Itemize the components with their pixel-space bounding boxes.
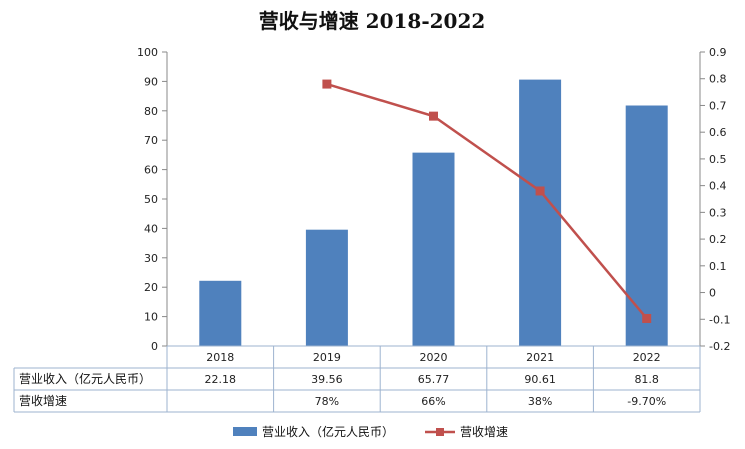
line-series (322, 79, 652, 323)
left-axis: 0 10 20 30 40 50 60 70 80 90 100 (137, 46, 168, 353)
bar (519, 79, 562, 346)
growth-data-label: 66% (421, 395, 445, 408)
bar-data-label: 22.18 (205, 373, 237, 386)
right-tick-label: -0.2 (709, 340, 730, 353)
right-tick-label: 0.8 (709, 73, 727, 86)
growth-data-label: 78% (315, 395, 339, 408)
growth-data-label: -9.70% (627, 395, 666, 408)
legend-bar-swatch (233, 427, 257, 436)
category-label: 2020 (420, 351, 448, 364)
right-tick-label: -0.1 (709, 313, 730, 326)
right-tick-label: 0.3 (709, 206, 727, 219)
left-tick-label: 80 (144, 105, 158, 118)
bar (305, 229, 348, 346)
right-tick-label: 0.4 (709, 180, 727, 193)
left-tick-label: 20 (144, 281, 158, 294)
left-tick-label: 100 (137, 46, 158, 59)
category-label: 2018 (206, 351, 234, 364)
growth-marker (429, 111, 438, 121)
bar (412, 152, 455, 346)
right-tick-label: 0.9 (709, 46, 727, 59)
bar-data-label: 65.77 (418, 373, 450, 386)
category-label: 2021 (526, 351, 554, 364)
table-row-label: 营业收入（亿元人民币） (19, 371, 151, 386)
bar (625, 105, 668, 347)
right-tick-label: 0.5 (709, 153, 727, 166)
chart-title: 营收与增速 2018-2022 (259, 9, 486, 33)
legend-line-marker (436, 428, 444, 436)
right-tick-label: 0.2 (709, 233, 727, 246)
right-tick-label: 0.1 (709, 260, 727, 273)
right-tick-label: 0.6 (709, 126, 727, 139)
left-tick-label: 60 (144, 164, 158, 177)
table-row-label: 营收增速 (19, 394, 67, 408)
data-table: 2018 2019 2020 2021 2022 营业收入（亿元人民币） 营收增速 22.18… (13, 345, 701, 413)
left-tick-label: 70 (144, 134, 158, 147)
growth-marker (535, 186, 545, 196)
bar (199, 280, 242, 346)
growth-data-label: 38% (528, 395, 552, 408)
left-tick-label: 90 (144, 75, 158, 88)
growth-marker (322, 79, 332, 89)
growth-line (326, 82, 648, 320)
right-tick-label: 0 (709, 287, 716, 300)
category-label: 2022 (633, 351, 661, 364)
left-tick-label: 30 (144, 252, 158, 265)
right-tick-label: 0.7 (709, 99, 727, 112)
right-axis: -0.2 -0.1 0 0.1 0.2 0.3 0.4 0.5 0.6 0.7 0.8 0.9 (699, 46, 730, 353)
left-tick-label: 40 (144, 222, 158, 235)
legend-label: 营业收入（亿元人民币） (262, 424, 394, 439)
left-tick-label: 50 (144, 193, 158, 206)
legend: 营业收入（亿元人民币） 营收增速 (233, 424, 508, 439)
left-tick-label: 10 (144, 311, 158, 324)
category-label: 2019 (313, 351, 341, 364)
legend-label: 营收增速 (460, 425, 508, 439)
growth-marker (642, 313, 652, 323)
bar-data-label: 90.61 (524, 373, 556, 386)
left-tick-label: 0 (151, 340, 158, 353)
bar-series (199, 79, 668, 347)
bar-data-label: 81.8 (634, 373, 659, 386)
bar-data-label: 39.56 (311, 373, 343, 386)
